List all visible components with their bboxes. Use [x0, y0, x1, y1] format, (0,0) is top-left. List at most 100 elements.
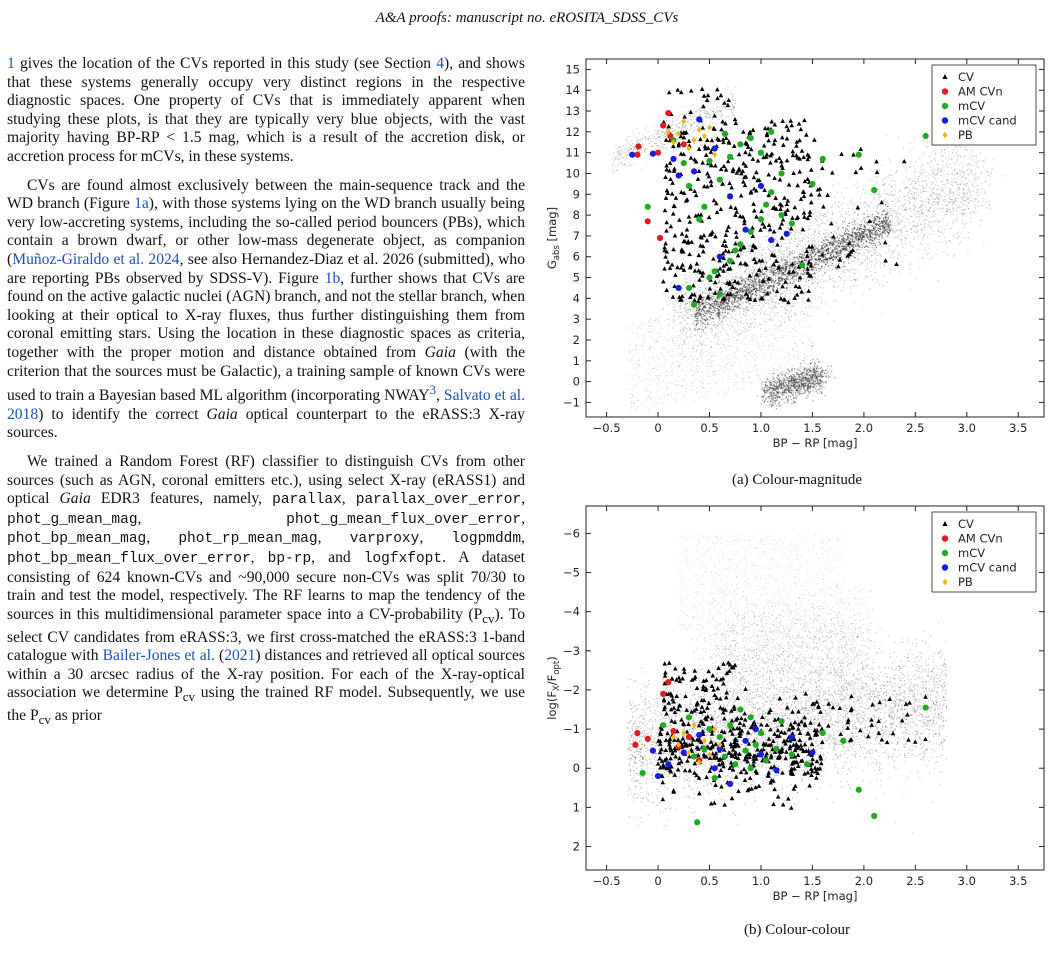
cv-marker	[805, 215, 811, 221]
cv-marker	[708, 182, 714, 188]
cv-marker	[662, 247, 667, 253]
cv-marker	[719, 784, 724, 789]
cv-marker	[745, 144, 751, 149]
mcv-marker	[732, 761, 739, 768]
cv-marker	[726, 266, 731, 271]
cv-marker	[709, 731, 715, 736]
cv-marker	[671, 699, 676, 704]
figure-1b-link[interactable]: 1b	[324, 269, 341, 287]
pb-marker	[691, 722, 697, 729]
cv-marker	[663, 254, 668, 259]
cv-marker	[718, 166, 724, 172]
cv-marker	[793, 153, 799, 158]
cv-marker	[848, 737, 854, 742]
cv-marker	[790, 709, 795, 714]
cv-marker	[687, 219, 693, 224]
cv-marker	[801, 210, 807, 215]
cv-marker	[703, 677, 709, 683]
mcv-marker	[768, 189, 775, 196]
amcvn-marker	[685, 733, 693, 741]
cv-marker	[754, 214, 759, 219]
y-axis-label-sub: opt	[552, 660, 562, 675]
citation-link[interactable]: Salvato et al. 2018	[7, 387, 526, 423]
cv-marker	[709, 683, 715, 689]
cv-marker	[792, 295, 797, 300]
cv-marker	[693, 213, 699, 218]
cv-marker	[836, 263, 841, 269]
cv-marker	[702, 143, 708, 149]
legend-marker-mcvcand	[941, 564, 949, 571]
pb-marker	[712, 151, 718, 158]
amcvn-marker	[665, 110, 672, 117]
cv-marker	[678, 89, 684, 95]
mcv-marker	[819, 729, 826, 737]
citation-link[interactable]: Muñoz-Giraldo et al. 2024	[12, 250, 180, 268]
cv-marker	[818, 756, 824, 761]
cv-marker	[801, 748, 806, 753]
cv-marker	[672, 666, 678, 671]
cv-marker	[734, 234, 739, 239]
cv-marker	[760, 714, 765, 720]
cv-marker	[696, 298, 701, 304]
cv-marker	[742, 174, 747, 180]
cv-marker	[756, 783, 762, 788]
cv-marker	[707, 232, 713, 237]
pb-marker	[707, 751, 713, 758]
y-axis-label-end: )	[545, 656, 559, 661]
cv-marker	[722, 716, 727, 721]
cv-marker	[684, 227, 690, 232]
cv-marker	[700, 160, 705, 165]
cv-marker	[709, 716, 715, 721]
cv-marker	[751, 243, 757, 248]
cv-marker	[802, 715, 807, 720]
cv-marker	[761, 154, 766, 160]
legend-box	[931, 511, 1037, 593]
cv-marker	[694, 261, 700, 266]
cv-marker	[795, 182, 800, 188]
cv-marker	[790, 215, 795, 220]
cv-marker	[742, 182, 748, 188]
cv-marker	[786, 796, 791, 801]
cv-marker	[681, 249, 686, 254]
cv-marker	[681, 151, 687, 157]
cv-marker	[784, 123, 789, 129]
y-tick-label: 11	[565, 146, 580, 160]
cv-marker	[803, 691, 809, 696]
figure-1a-link[interactable]: 1a	[134, 195, 149, 213]
cv-marker	[847, 240, 852, 246]
cv-marker	[698, 739, 704, 745]
citation-link[interactable]: Bailer-Jones et al.	[102, 647, 215, 665]
x-tick-label: 0.5	[700, 421, 718, 435]
cv-marker	[679, 293, 685, 299]
cv-marker	[729, 795, 735, 801]
citation-year-link[interactable]: 2021	[224, 647, 256, 665]
pb-marker	[670, 139, 676, 146]
cv-marker	[744, 141, 750, 147]
cv-marker	[796, 709, 801, 714]
cv-marker	[812, 727, 818, 733]
cv-marker	[664, 249, 670, 254]
footnote-link[interactable]: 3	[429, 382, 437, 398]
cv-marker	[661, 279, 666, 284]
y-tick-label: 7	[573, 229, 580, 243]
cv-marker	[733, 717, 739, 722]
cv-marker	[742, 777, 748, 782]
cv-marker	[788, 226, 794, 231]
mcv-marker	[747, 134, 754, 142]
cv-marker	[768, 753, 774, 758]
figure-link[interactable]: 1	[7, 55, 15, 72]
cv-marker	[722, 737, 727, 742]
cv-marker	[689, 677, 695, 682]
section-link[interactable]: 4	[436, 55, 445, 72]
cv-marker	[740, 214, 746, 219]
cv-marker	[679, 231, 685, 236]
cv-marker	[745, 759, 750, 764]
mcv-marker	[706, 274, 713, 281]
cv-marker	[771, 141, 777, 146]
cv-marker	[736, 151, 742, 157]
cv-marker	[676, 760, 682, 766]
legend-marker-pb	[942, 131, 948, 139]
cv-marker	[708, 739, 714, 744]
cv-marker	[731, 726, 736, 731]
cv-marker	[687, 768, 693, 773]
